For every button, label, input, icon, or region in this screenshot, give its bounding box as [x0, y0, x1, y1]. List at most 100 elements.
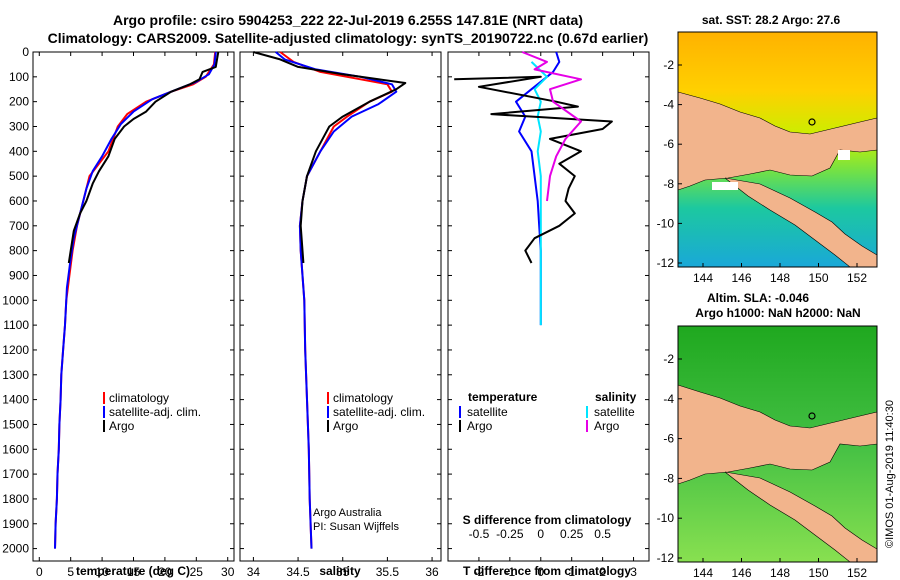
legend-label-climatology: climatology	[109, 391, 169, 405]
temperature-axes: 0100200300400500600700800900100011001200…	[2, 45, 234, 579]
map-ytick-label: -12	[657, 256, 675, 270]
xtick-label: 34	[247, 565, 261, 579]
sst-map	[677, 31, 878, 268]
xtick-label: 20	[158, 565, 172, 579]
imos-watermark: ©IMOS 01-Aug-2019 11:40:30	[884, 400, 896, 548]
ytick-label: 1700	[2, 467, 29, 481]
credit-line1: Argo Australia	[313, 507, 382, 519]
sst-map-ticks: 144 146 148 150 152 -2 -4 -6 -8 -10 -12	[657, 58, 868, 285]
legend-label-climatology: climatology	[333, 391, 393, 405]
series-line-s-satellite	[530, 61, 548, 326]
sst-cloud-gap	[838, 150, 850, 160]
xtick-label: 5	[67, 565, 74, 579]
xtick-label: 2	[599, 565, 606, 579]
sla-land-new-guinea	[677, 384, 878, 485]
ytick-label: 700	[9, 219, 29, 233]
map-ytick-label: -2	[663, 58, 674, 72]
ytick-label: 1200	[2, 343, 29, 357]
xtick-top-label: -0.5	[469, 527, 490, 541]
xtick-label: 35.5	[376, 565, 400, 579]
ytick-label: 1800	[2, 492, 29, 506]
sla-map-title-line1: Altim. SLA: -0.046	[707, 291, 809, 305]
sla-map-ticks: 144 146 148 150 152 -2 -4 -6 -8 -10 -12	[657, 352, 868, 580]
map-xtick-label: 150	[808, 566, 828, 580]
series-line-t-argo	[454, 75, 613, 264]
sla-map-frame	[677, 325, 878, 563]
xtick-label: 3	[630, 565, 637, 579]
sst-argo-location-marker	[808, 118, 816, 126]
difference-axes: -2 -1 0 1 2 3 -0.5 -0.25 0 0.25 0.5	[448, 51, 649, 579]
salinity-panel-frame	[239, 51, 442, 562]
legend-label-satellite: satellite-adj. clim.	[333, 405, 425, 419]
map-xtick-label: 152	[847, 271, 867, 285]
series-line-argo	[253, 51, 407, 264]
xtick-label: 0	[36, 565, 43, 579]
map-xtick-label: 144	[693, 566, 713, 580]
map-ytick-label: -8	[663, 471, 674, 485]
xtick-top-label: 0.25	[560, 527, 584, 541]
sst-cloud-gap	[712, 182, 738, 190]
difference-legend: temperature salinity satellite Argo sate…	[459, 390, 637, 433]
sst-map-frame	[677, 31, 878, 268]
ytick-label: 500	[9, 169, 29, 183]
legend-title-salinity: salinity	[595, 390, 637, 404]
sst-land-new-guinea	[677, 91, 878, 191]
legend-label-satellite: satellite-adj. clim.	[109, 405, 201, 419]
xtick-top-label: -0.25	[496, 527, 524, 541]
map-ytick-label: -10	[657, 216, 675, 230]
difference-xlabel: T difference from climatology	[463, 564, 631, 578]
map-ytick-label: -4	[663, 98, 674, 112]
xtick-label: 30	[221, 565, 235, 579]
ytick-label: 1300	[2, 368, 29, 382]
ytick-label: 1100	[3, 318, 29, 332]
sla-map	[677, 325, 878, 563]
ytick-label: 1900	[2, 517, 29, 531]
map-xtick-label: 146	[731, 566, 751, 580]
xtick-label: 35	[336, 565, 350, 579]
legend-label-argo: Argo	[333, 419, 359, 433]
legend-label-argo: Argo	[109, 419, 135, 433]
xtick-label: 36	[425, 565, 439, 579]
sla-map-title-line2: Argo h1000: NaN h2000: NaN	[695, 306, 860, 320]
sst-map-title: sat. SST: 28.2 Argo: 27.6	[702, 13, 841, 27]
ytick-label: 300	[9, 119, 29, 133]
map-ytick-label: -6	[663, 432, 674, 446]
temperature-legend: climatology satellite-adj. clim. Argo	[103, 391, 201, 433]
xtick-label: 1	[568, 565, 575, 579]
map-xtick-label: 150	[808, 271, 828, 285]
xtick-top-label: 0.5	[594, 527, 611, 541]
ytick-label: 800	[9, 244, 29, 258]
ytick-label: 1500	[2, 417, 29, 431]
xtick-top-label: 0	[537, 527, 544, 541]
legend-label-s-satellite: satellite	[594, 405, 635, 419]
ytick-label: 900	[9, 268, 29, 282]
ytick-label: 1400	[2, 393, 29, 407]
figure-title-line2: Climatology: CARS2009. Satellite-adjuste…	[48, 30, 649, 46]
xtick-label: -2	[474, 565, 485, 579]
legend-title-temperature: temperature	[468, 390, 538, 404]
legend-label-t-satellite: satellite	[467, 405, 508, 419]
map-ytick-label: -4	[663, 392, 674, 406]
ytick-label: 200	[9, 95, 29, 109]
map-xtick-label: 148	[770, 566, 790, 580]
ytick-label: 400	[9, 144, 29, 158]
map-xtick-label: 148	[770, 271, 790, 285]
temperature-panel-frame	[32, 51, 235, 562]
temperature-xlabel: temperature (deg C)	[76, 564, 190, 578]
xtick-label: 0	[537, 565, 544, 579]
map-ytick-label: -10	[657, 511, 675, 525]
map-ytick-label: -12	[657, 551, 675, 565]
difference-panel-frame	[447, 51, 650, 562]
legend-label-s-argo: Argo	[594, 419, 620, 433]
xtick-label: 10	[95, 565, 109, 579]
salinity-legend: climatology satellite-adj. clim. Argo	[327, 391, 425, 433]
map-ytick-label: -8	[663, 177, 674, 191]
map-xtick-label: 152	[847, 566, 867, 580]
figure-title-line1: Argo profile: csiro 5904253_222 22-Jul-2…	[113, 12, 583, 28]
map-xtick-label: 144	[693, 271, 713, 285]
credit-line2: PI: Susan Wijffels	[313, 521, 399, 533]
map-ytick-label: -2	[663, 352, 674, 366]
sla-argo-location-marker	[808, 412, 816, 420]
map-ytick-label: -6	[663, 137, 674, 151]
